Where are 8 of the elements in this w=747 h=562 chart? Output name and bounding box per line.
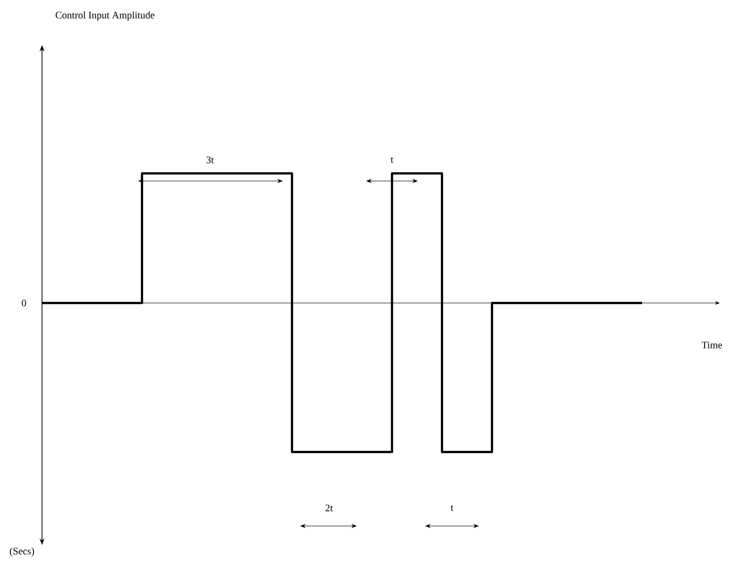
x-axis-title: Time (702, 342, 722, 348)
text: 3t (206, 156, 214, 164)
text: t (450, 505, 454, 511)
text: Control Input Amplitude (56, 11, 154, 21)
text: t (390, 157, 394, 163)
text: (Secs) (10, 547, 34, 557)
annotation: 0 (22, 300, 26, 306)
text: 2t (326, 504, 333, 512)
